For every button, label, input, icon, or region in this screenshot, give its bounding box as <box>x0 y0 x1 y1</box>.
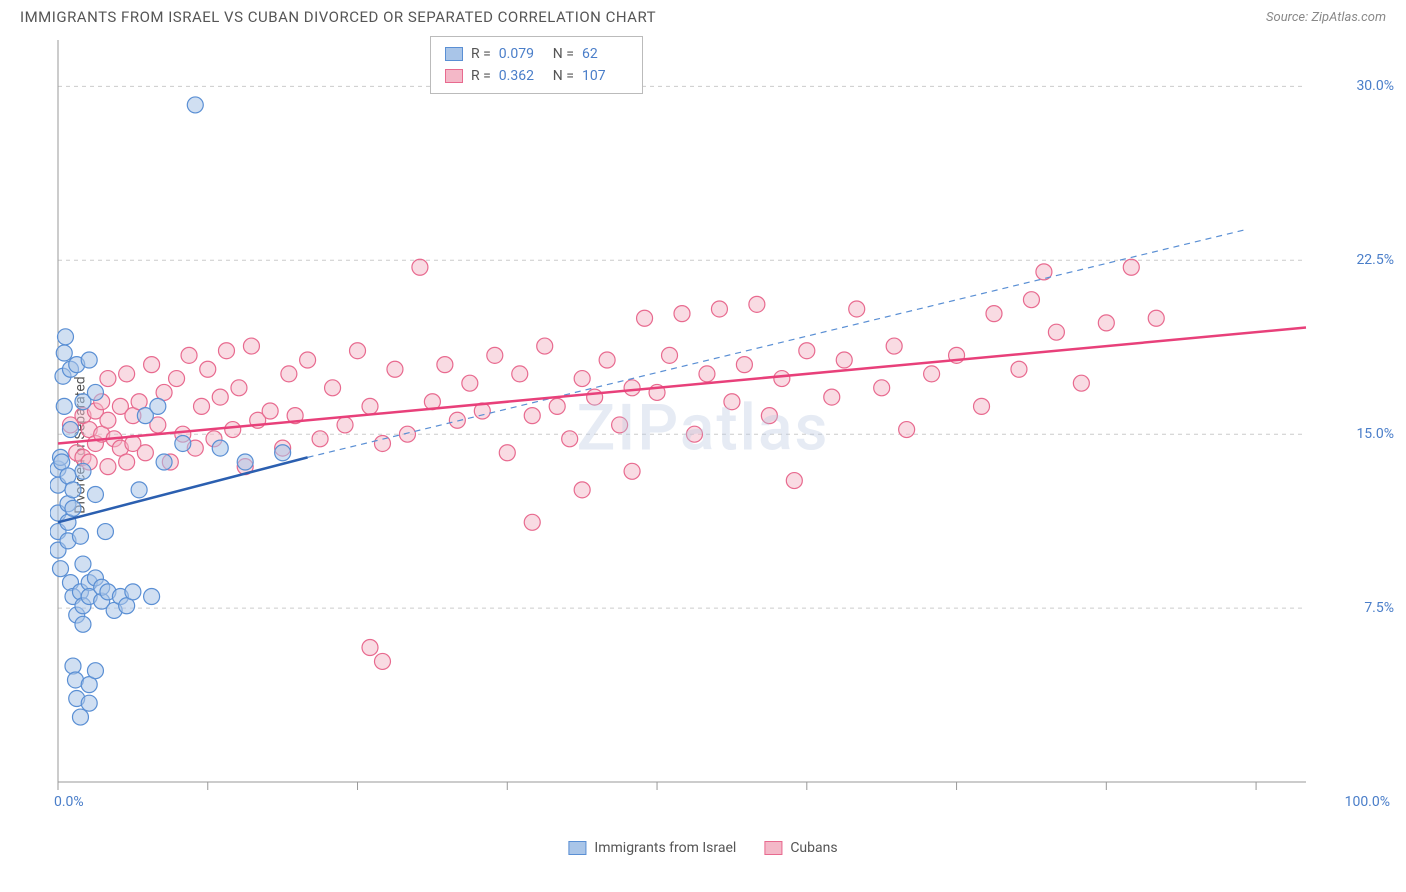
legend-swatch-israel <box>568 841 586 855</box>
y-tick-label: 22.5% <box>1356 252 1394 268</box>
legend-n-israel: 62 <box>582 43 628 65</box>
scatter-plot <box>50 30 1370 830</box>
legend-item-israel: Immigrants from Israel <box>568 840 736 856</box>
legend-item-cubans: Cubans <box>764 840 837 856</box>
legend-r-cubans: 0.362 <box>499 65 545 87</box>
legend-n-cubans: 107 <box>582 65 628 87</box>
correlation-legend: R = 0.079 N = 62 R = 0.362 N = 107 <box>430 36 643 94</box>
trend-lines <box>58 230 1306 522</box>
x-tick-label: 0.0% <box>54 794 84 810</box>
source-attribution: Source: ZipAtlas.com <box>1266 10 1386 25</box>
legend-r-label: R = <box>471 43 491 65</box>
legend-row-israel: R = 0.079 N = 62 <box>445 43 628 65</box>
legend-r-label: R = <box>471 65 491 87</box>
y-tick-label: 30.0% <box>1356 78 1394 94</box>
chart-area: Divorced or Separated ZIPatlas R = 0.079… <box>0 30 1406 860</box>
legend-n-label: N = <box>553 65 574 87</box>
legend-n-label: N = <box>553 43 574 65</box>
y-tick-label: 15.0% <box>1356 426 1394 442</box>
x-tick-label: 100.0% <box>1345 794 1390 810</box>
y-tick-label: 7.5% <box>1364 600 1394 616</box>
legend-swatch-cubans <box>764 841 782 855</box>
legend-swatch-cubans <box>445 69 463 83</box>
legend-r-israel: 0.079 <box>499 43 545 65</box>
legend-label-israel: Immigrants from Israel <box>594 840 736 856</box>
legend-swatch-israel <box>445 47 463 61</box>
header: IMMIGRANTS FROM ISRAEL VS CUBAN DIVORCED… <box>0 0 1406 30</box>
legend-row-cubans: R = 0.362 N = 107 <box>445 65 628 87</box>
chart-title: IMMIGRANTS FROM ISRAEL VS CUBAN DIVORCED… <box>20 8 656 26</box>
source-name: ZipAtlas.com <box>1311 10 1386 25</box>
legend-label-cubans: Cubans <box>790 840 837 856</box>
source-prefix: Source: <box>1266 10 1311 25</box>
axes <box>58 40 1306 790</box>
series-legend: Immigrants from Israel Cubans <box>568 840 837 856</box>
